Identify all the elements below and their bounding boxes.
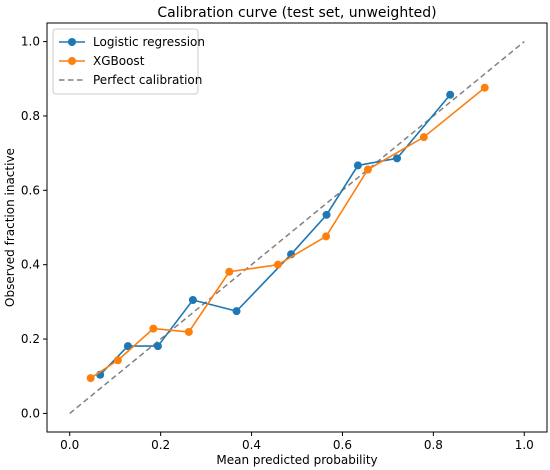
x-tick-label: 1.0 [515, 438, 534, 452]
y-tick-label: 0.4 [21, 258, 40, 272]
data-point [363, 165, 372, 174]
data-point [149, 324, 158, 333]
perfect-calibration-line [69, 41, 525, 414]
data-point [123, 342, 132, 351]
axis-ticks: 0.0 0.2 0.4 0.6 0.8 1.0 0.0 0.2 0.4 0.6 0.8 1.0 [21, 35, 534, 452]
chart-title: Calibration curve (test set, unweighted) [157, 5, 436, 21]
data-point [153, 342, 162, 351]
data-point [232, 307, 241, 316]
series-line [99, 94, 451, 376]
legend-label: Perfect calibration [93, 73, 202, 87]
data-point [419, 133, 428, 142]
y-tick-label: 0.0 [21, 406, 40, 420]
data-point [322, 232, 331, 241]
data-point [86, 374, 95, 383]
data-point [184, 327, 193, 336]
y-tick-label: 0.8 [21, 109, 40, 123]
data-point [393, 154, 401, 163]
data-point [225, 267, 234, 276]
y-tick-label: 1.0 [21, 35, 40, 49]
x-tick-label: 0.2 [151, 438, 170, 452]
data-point [188, 296, 197, 305]
data-point [446, 90, 455, 99]
legend-swatch-marker [68, 38, 76, 46]
plot-area [69, 41, 525, 414]
y-tick-label: 0.2 [21, 332, 40, 346]
x-tick-label: 0.0 [60, 438, 79, 452]
legend-label: XGBoost [93, 54, 145, 68]
y-tick-label: 0.6 [21, 183, 40, 197]
x-tick-label: 0.6 [333, 438, 352, 452]
series-line [90, 87, 486, 379]
x-axis-title: Mean predicted probability [216, 453, 377, 467]
data-point [480, 83, 489, 92]
x-tick-label: 0.8 [424, 438, 443, 452]
legend-box [52, 28, 199, 95]
y-axis-title: Observed fraction inactive [3, 148, 17, 307]
legend: Logistic regression XGBoost Perfect calibr… [52, 28, 205, 95]
data-point [273, 260, 282, 269]
legend-label: Logistic regression [93, 35, 205, 49]
data-point [322, 210, 331, 219]
x-tick-label: 0.4 [242, 438, 261, 452]
axes-frame [46, 22, 548, 433]
legend-swatch-marker [68, 57, 76, 65]
data-point [353, 161, 362, 170]
data-point [113, 356, 122, 365]
